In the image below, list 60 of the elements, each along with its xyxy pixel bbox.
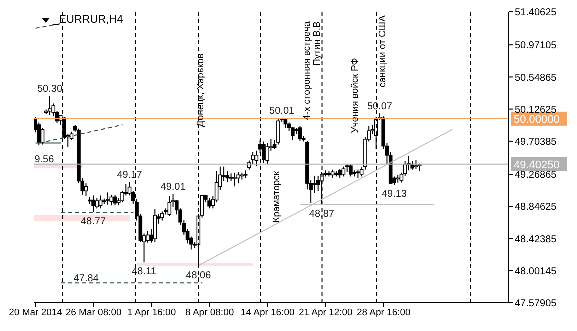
y-tick-label: 48.84625	[515, 202, 558, 214]
candlestick	[233, 172, 237, 188]
text: 50.01	[270, 106, 295, 118]
candlestick	[110, 194, 114, 206]
y-tick-label: 47.57905	[515, 298, 558, 310]
candlestick	[84, 183, 88, 197]
text: 50.07	[367, 102, 392, 113]
annotation: Учения войск РФ	[350, 58, 361, 134]
candlestick	[40, 128, 45, 146]
x-tick-label: 26 Mar 08:00	[66, 308, 122, 319]
x-tick-label: 28 Apr 16:00	[356, 308, 411, 319]
y-tick-label: 50.54865	[515, 72, 558, 84]
candlestick	[338, 168, 342, 179]
candlestick	[236, 172, 240, 184]
annotation: 47.84	[74, 274, 100, 285]
candlestick	[312, 175, 317, 194]
y-tick-label: 48.00145	[515, 266, 558, 278]
candlestick	[95, 198, 100, 210]
candlestick	[298, 126, 302, 142]
ref-line-label: 50.00000	[514, 114, 560, 126]
annotation: Краматорск	[271, 170, 282, 223]
y-tick-label: 49.26865	[515, 170, 558, 182]
ref-line-label: 49.40250	[514, 159, 560, 172]
y-tick-label: 51.40625	[515, 8, 558, 19]
candlestick	[349, 164, 353, 178]
candlestick	[48, 96, 52, 116]
text: 48.11	[132, 266, 156, 278]
y-tick-label: 49.70385	[515, 136, 558, 148]
x-tick-label: 20 Mar 2014	[9, 308, 62, 319]
x-tick-label: 1 Apr 16:00	[128, 308, 176, 319]
candlestick	[92, 195, 96, 213]
candlestick	[251, 152, 255, 166]
text: 49.17	[117, 170, 142, 182]
candlestick	[168, 196, 172, 217]
candlestick	[106, 192, 110, 206]
candlestick	[342, 166, 346, 178]
candlestick	[226, 170, 230, 183]
chart-title: _EURRUR,H4	[53, 14, 124, 26]
y-tick-label: 50.97105	[515, 40, 558, 52]
text: 49.01	[160, 182, 186, 194]
candlestick	[266, 142, 270, 166]
text: 48.77	[81, 216, 106, 228]
text: 48.06	[186, 270, 212, 282]
candlestick	[160, 211, 164, 222]
x-tick-label: 14 Apr 16:00	[240, 308, 295, 319]
candlestick	[153, 208, 158, 243]
text: 50.30	[37, 84, 63, 96]
text: 48.87	[309, 208, 334, 220]
y-tick-label: 48.42385	[515, 234, 558, 246]
x-tick-label: 21 Apr 12:00	[298, 308, 353, 319]
x-tick-label: 8 Apr 08:00	[186, 308, 234, 319]
candlestick	[208, 198, 212, 210]
annotation: санкции от США	[378, 14, 389, 88]
annotation: 4-х сторонняя встреча Путин В.В	[302, 20, 323, 120]
text: 49.13	[382, 189, 407, 200]
candlestick	[414, 159, 418, 170]
candlestick	[276, 118, 280, 146]
candlestick	[291, 126, 295, 141]
candlestick	[98, 195, 103, 210]
annotation: 9.56	[34, 154, 55, 166]
